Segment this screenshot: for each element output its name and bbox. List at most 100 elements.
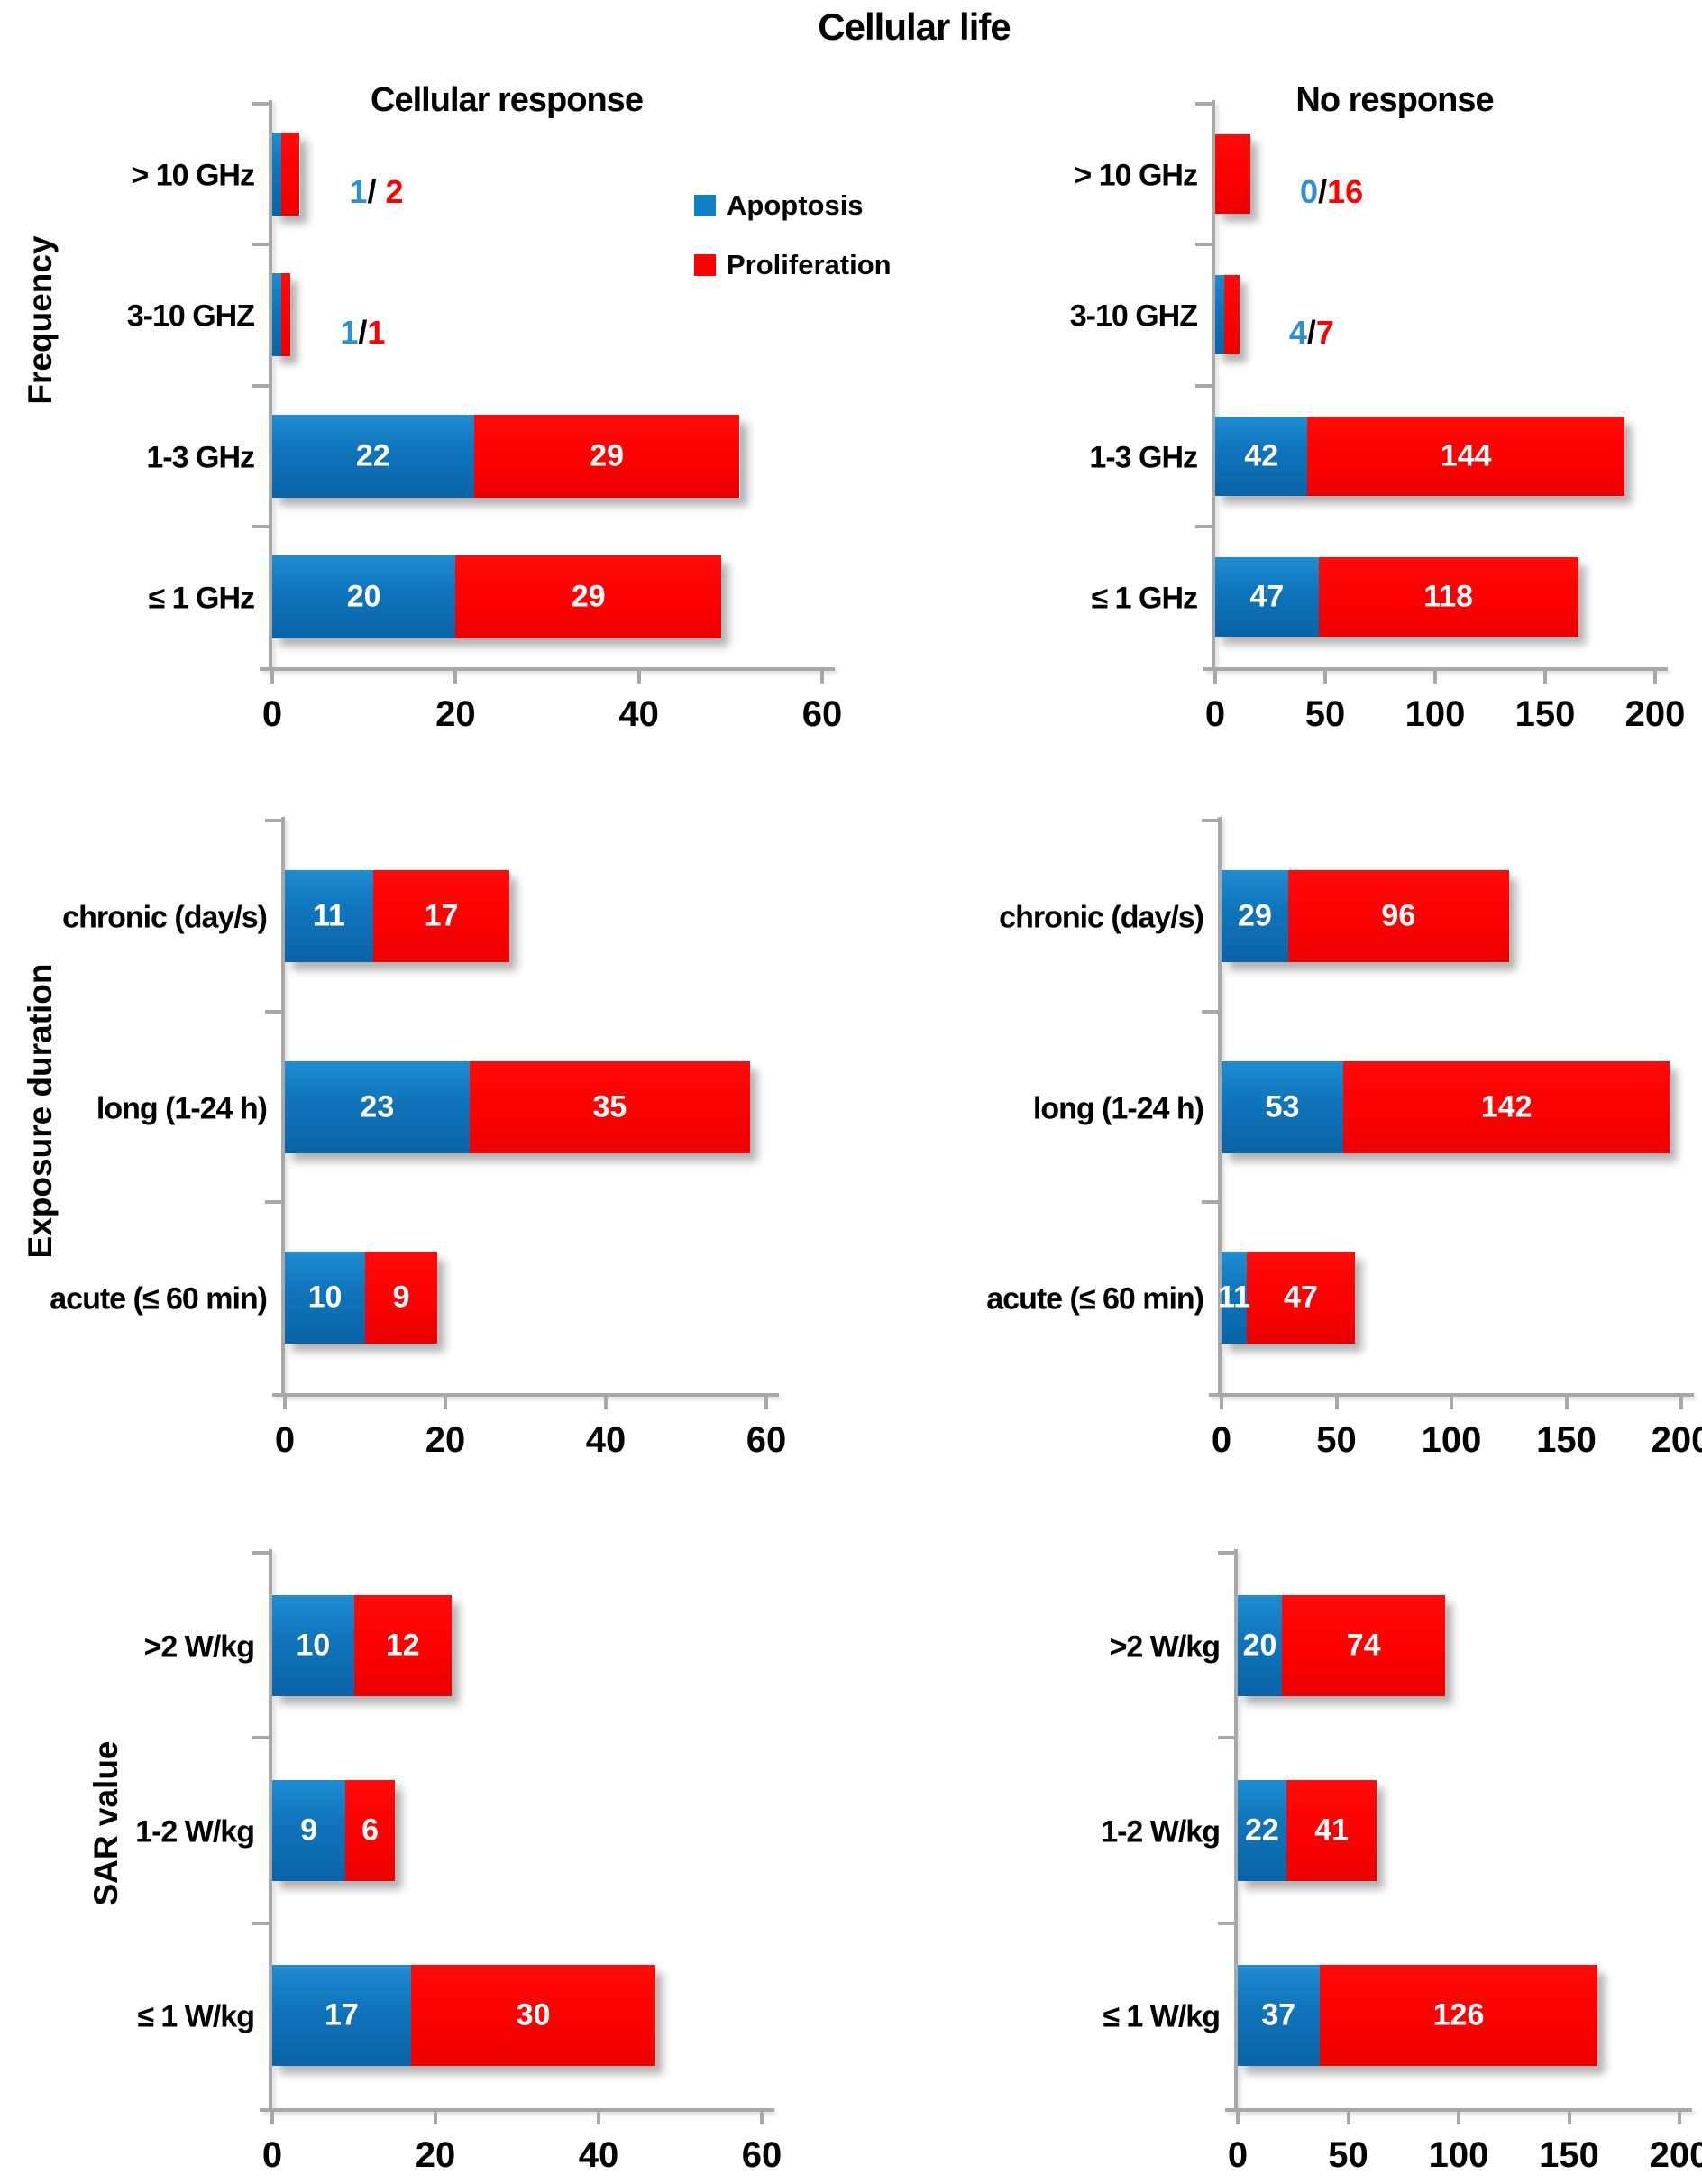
figure-title: Cellular life	[818, 5, 1011, 48]
bar-value-proliferation: 144	[1440, 438, 1492, 473]
x-tick-label: 0	[261, 694, 283, 734]
x-axis	[260, 667, 835, 671]
y-axis-tick	[1202, 819, 1218, 822]
bar-segment-apoptosis	[272, 1965, 411, 2067]
y-axis-tick	[1218, 1736, 1234, 1740]
bar-segment-proliferation	[1247, 1252, 1355, 1344]
x-axis-tick	[764, 1397, 768, 1409]
bar-segment-apoptosis	[285, 869, 373, 962]
bar-segment-apoptosis	[1238, 1594, 1282, 1696]
side-value-apoptosis: 4	[1288, 314, 1307, 352]
category-label: 3-10 GHZ	[1069, 298, 1198, 334]
bar-segment-apoptosis	[272, 1780, 346, 1881]
side-value-apoptosis: 1	[349, 173, 368, 211]
bar-segment-proliferation	[1282, 1594, 1446, 1696]
bar-segment-proliferation	[1287, 869, 1509, 962]
x-tick-label: 150	[1539, 2135, 1599, 2175]
side-value-separator: /	[1318, 173, 1328, 211]
x-axis-tick	[1450, 1397, 1453, 1409]
x-tick-label: 200	[1651, 1420, 1702, 1460]
y-axis-tick	[265, 1200, 281, 1205]
bar-value-apoptosis: 10	[307, 1280, 343, 1315]
x-tick-label: 0	[261, 2135, 283, 2175]
bar-segment-apoptosis	[1215, 275, 1224, 355]
legend-label: Proliferation	[727, 249, 892, 280]
group-label: Frequency	[22, 235, 59, 405]
side-value-label: 4/7	[1289, 314, 1334, 352]
x-tick-label: 100	[1405, 694, 1466, 734]
bar-value-proliferation: 30	[516, 1997, 551, 2033]
side-value-label: 1/ 2	[350, 173, 404, 211]
bar-value-apoptosis: 10	[296, 1628, 331, 1663]
side-value-separator: /	[367, 173, 386, 211]
x-axis-tick	[1213, 671, 1217, 684]
bar-value-proliferation: 29	[590, 438, 624, 473]
y-axis-tick	[1195, 383, 1212, 388]
bar-segment-proliferation	[410, 1965, 656, 2067]
x-axis-tick	[1543, 671, 1547, 684]
bar-segment-apoptosis	[1222, 1060, 1344, 1153]
group-label: SAR value	[87, 1740, 124, 1906]
bar-value-proliferation: 142	[1480, 1089, 1533, 1124]
x-axis	[260, 2108, 774, 2112]
bar-value-apoptosis: 47	[1249, 579, 1285, 614]
x-axis-tick	[1567, 2112, 1571, 2124]
category-label: 1-3 GHz	[1089, 440, 1198, 475]
x-tick-label: 20	[425, 1420, 466, 1460]
bar-segment-proliferation	[1343, 1060, 1670, 1153]
category-label: >2 W/kg	[1109, 1629, 1221, 1665]
bar-segment-proliferation	[281, 133, 300, 216]
y-axis-tick	[252, 383, 269, 388]
x-axis-tick	[760, 2112, 764, 2124]
bar-segment-proliferation	[455, 555, 722, 638]
y-axis-tick	[252, 243, 269, 247]
bar-value-apoptosis: 17	[325, 1997, 359, 2033]
bar-segment-proliferation	[365, 1252, 438, 1344]
x-axis-tick	[1323, 671, 1327, 684]
side-value-separator: /	[358, 314, 368, 352]
x-tick-label: 0	[1204, 694, 1226, 734]
y-axis-tick	[1202, 1009, 1218, 1014]
x-tick-label: 40	[578, 2135, 619, 2175]
y-axis-tick	[252, 1551, 269, 1555]
category-label: > 10 GHz	[131, 158, 255, 193]
group-label: Exposure duration	[22, 963, 59, 1259]
bar-segment-apoptosis	[1215, 556, 1319, 637]
side-value-proliferation: 7	[1315, 314, 1334, 352]
bar-value-apoptosis: 37	[1261, 1997, 1296, 2033]
x-tick-label: 150	[1514, 694, 1576, 734]
category-label: > 10 GHz	[1074, 158, 1198, 193]
x-tick-label: 50	[1304, 694, 1346, 734]
y-axis	[269, 100, 272, 667]
y-axis	[1234, 1549, 1238, 2108]
bar-segment-apoptosis	[272, 273, 282, 357]
bar-value-apoptosis: 11	[1218, 1280, 1250, 1315]
x-tick-label: 200	[1624, 694, 1686, 734]
x-axis-tick	[1678, 2112, 1681, 2124]
x-tick-label: 40	[585, 1420, 627, 1460]
bar-value-apoptosis: 29	[1238, 898, 1272, 933]
bar-segment-apoptosis	[285, 1060, 470, 1153]
x-axis-tick	[1433, 671, 1437, 684]
bar-value-apoptosis: 20	[1242, 1628, 1277, 1663]
side-value-apoptosis: 0	[1300, 173, 1319, 211]
bar-value-proliferation: 118	[1423, 579, 1474, 614]
bar-segment-proliferation	[372, 869, 510, 962]
x-axis-tick	[270, 2112, 274, 2124]
x-axis-tick	[283, 1397, 287, 1409]
bar-segment-apoptosis	[272, 133, 282, 216]
bar-value-proliferation: 29	[571, 579, 606, 614]
x-tick-label: 0	[1227, 2135, 1249, 2175]
bar-value-proliferation: 74	[1346, 1628, 1381, 1663]
bar-segment-proliferation	[1223, 275, 1240, 355]
category-label: acute (≤ 60 min)	[986, 1281, 1204, 1317]
category-label: chronic (day/s)	[62, 900, 268, 935]
x-tick-label: 20	[415, 2135, 456, 2175]
x-axis	[1225, 2108, 1692, 2112]
category-label: long (1-24 h)	[1032, 1091, 1204, 1125]
bar-value-apoptosis: 53	[1265, 1089, 1300, 1124]
bar-segment-proliferation	[1286, 1780, 1377, 1881]
bar-value-proliferation: 6	[361, 1812, 380, 1848]
x-axis-tick	[270, 671, 274, 684]
bar-segment-apoptosis	[1238, 1965, 1320, 2067]
